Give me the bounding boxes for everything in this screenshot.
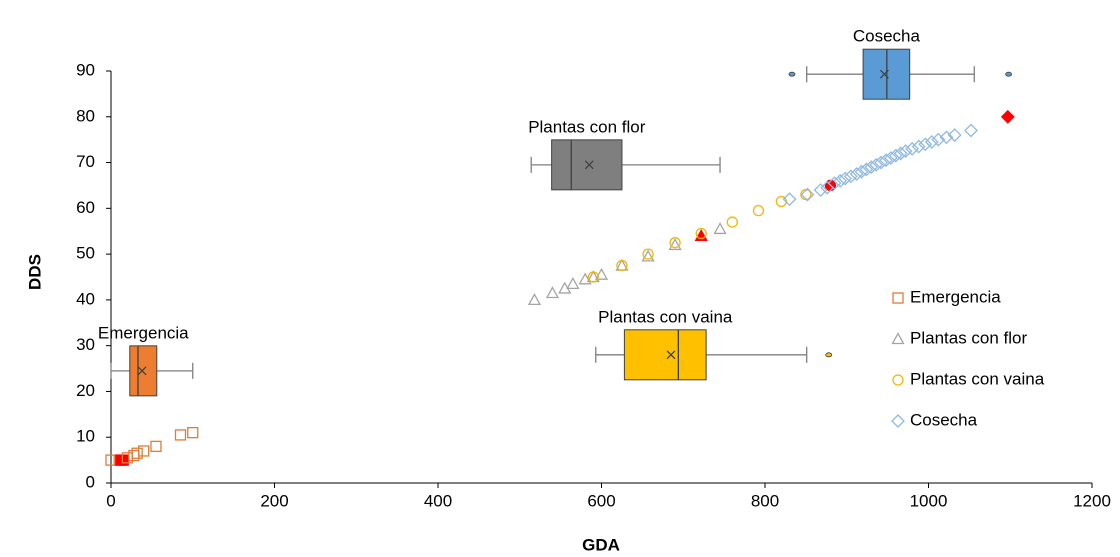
y-tick-label: 10 [76,427,95,446]
point [782,192,797,207]
outlier [825,352,833,358]
point [838,171,853,186]
point [187,426,199,439]
point [879,153,893,168]
legend-label: Plantas con flor [910,328,1028,347]
point [642,248,654,260]
x-tick-label: 800 [751,491,779,510]
point [150,440,162,453]
x-tick-label: 1200 [1073,491,1111,510]
mean [666,350,676,360]
point [616,259,628,272]
outlier [788,71,796,77]
y-tick-label: 50 [76,244,95,263]
point [898,144,913,159]
point [883,151,898,165]
x-tick-label: 0 [106,491,115,510]
legend-marker [892,374,904,386]
point [800,187,815,202]
box-label: Plantas con flor [528,117,646,136]
legend-marker [891,414,905,428]
point [594,267,609,280]
legend-marker [891,332,905,345]
point [911,139,926,154]
x-axis-title: GDA [582,535,620,554]
point [545,286,560,299]
point [864,160,879,175]
point [578,272,592,285]
mean [879,69,889,79]
outlier [1005,71,1013,77]
y-axis-title: DDS [25,254,44,290]
highlight-point [117,454,129,466]
box-label: Cosecha [853,27,921,46]
point [918,137,933,152]
point [641,249,655,262]
point [813,183,828,197]
box [623,329,707,381]
point [668,238,682,251]
point [752,204,765,217]
y-tick-label: 70 [76,152,95,171]
mean [137,366,147,376]
point [131,447,143,459]
point [893,146,908,161]
box [551,139,623,191]
point [669,237,681,249]
y-tick-label: 60 [76,198,95,217]
point [854,164,869,179]
point [174,429,187,441]
point [939,130,954,145]
point [128,449,140,462]
point [924,135,939,149]
y-tick-label: 30 [76,335,95,354]
x-tick-label: 400 [424,491,452,510]
point [874,155,889,170]
point [931,132,946,147]
point [888,148,903,163]
y-tick-label: 80 [76,106,95,125]
point [587,271,599,283]
y-tick-label: 20 [76,381,95,400]
y-tick-label: 90 [76,60,95,79]
point [869,157,884,172]
legend-label: Plantas con vaina [910,369,1045,388]
x-tick-label: 200 [260,491,288,510]
highlight-point [1000,109,1015,124]
point [695,227,707,240]
point [527,293,542,306]
y-tick-label: 40 [76,289,95,308]
point [833,173,848,188]
point [138,445,150,457]
y-tick-label: 0 [86,472,95,491]
point [947,128,962,143]
point [964,123,978,138]
point [827,176,842,191]
x-tick-label: 1000 [910,491,948,510]
point [859,162,874,177]
box-label: Emergencia [98,323,189,342]
x-tick-label: 600 [587,491,615,510]
point [713,222,727,235]
point [566,277,580,290]
legend-label: Emergencia [910,287,1001,306]
point [843,169,858,184]
mean [584,160,594,170]
point [726,216,738,228]
legend-label: Cosecha [910,410,978,429]
point [905,141,920,156]
box-label: Plantas con vaina [598,307,733,326]
point [849,167,864,181]
legend-marker [892,292,904,304]
box [129,345,158,397]
